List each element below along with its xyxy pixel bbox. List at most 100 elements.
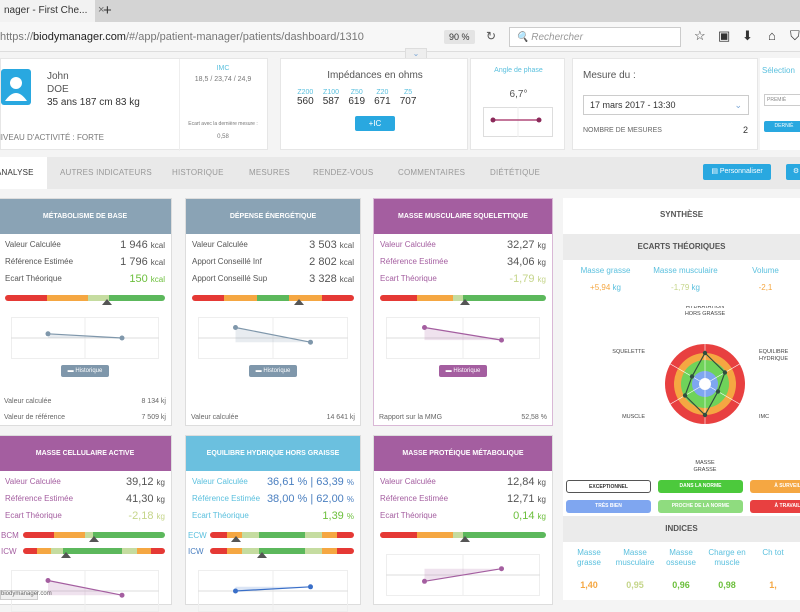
gauge-marker-icon bbox=[459, 299, 470, 305]
ecart-item: Volume -2,1 bbox=[728, 266, 800, 292]
card-title: Masse Musculaire Squelettique bbox=[374, 199, 552, 234]
browser-tab-strip bbox=[0, 0, 800, 22]
url-text[interactable]: https://biodymanager.com/#/app/patient-m… bbox=[0, 31, 364, 43]
footer-value: 8 134 kj bbox=[141, 397, 166, 405]
gauge-row bbox=[0, 291, 171, 305]
card-row: Référence Estimée 34,06 kg bbox=[374, 253, 552, 270]
gauge-bar bbox=[210, 548, 354, 554]
gauge-segment bbox=[305, 548, 323, 554]
row-label: Apport Conseillé Sup bbox=[192, 274, 268, 283]
history-button[interactable]: ▬ Historique bbox=[249, 365, 297, 377]
download-icon[interactable]: ⬇ bbox=[742, 28, 753, 43]
value-unit: kcal bbox=[150, 240, 165, 250]
gauge-segment bbox=[241, 548, 259, 554]
first-measure-input[interactable]: PREMIÈ bbox=[764, 94, 800, 106]
history-point bbox=[499, 566, 504, 572]
tab-rendez-vous[interactable]: RENDEZ-VOUS bbox=[313, 168, 374, 177]
gauge-segment bbox=[88, 295, 109, 301]
ic-button[interactable]: +IC bbox=[355, 116, 395, 131]
radar-axis bbox=[670, 383, 706, 405]
gauge-segment bbox=[462, 532, 546, 538]
last-measure-button[interactable]: DERNIÈ bbox=[764, 121, 800, 132]
mesure-date-select[interactable]: 17 mars 2017 - 13:30 ⌄ bbox=[583, 95, 749, 115]
row-value: 39,12 kg bbox=[126, 476, 165, 488]
gauge-segment bbox=[416, 532, 454, 538]
row-label: Référence Estimée bbox=[5, 257, 74, 266]
ecart-label: Volume bbox=[752, 266, 779, 275]
radar-point bbox=[689, 374, 695, 379]
gauge-label: ECW bbox=[188, 530, 207, 540]
shield-icon[interactable]: ⛉ bbox=[790, 28, 800, 43]
card-row: Valeur Calculée 32,27 kg bbox=[374, 236, 552, 253]
gauge-label: ICW bbox=[188, 546, 204, 556]
close-tab-icon[interactable]: × bbox=[98, 4, 105, 16]
patient-panel: John DOE 35 ans 187 cm 83 kg NIVEAU D'AC… bbox=[0, 58, 268, 151]
impedance-values: Z200 560 Z100 587 Z50 619 Z20 671 Z5 707 bbox=[297, 89, 416, 107]
impedance-item: Z100 587 bbox=[323, 89, 340, 107]
footer-value: 7 509 kj bbox=[141, 413, 166, 421]
new-tab-button[interactable]: + bbox=[103, 2, 112, 19]
impedance-frequency: Z100 bbox=[323, 89, 340, 96]
radar-point bbox=[702, 412, 708, 418]
value-number: -1,79 bbox=[509, 272, 535, 285]
tab-mesures[interactable]: MESURES bbox=[249, 168, 290, 177]
value-unit: kg bbox=[537, 511, 546, 521]
row-label: Référence Estimée bbox=[380, 257, 449, 266]
history-chart bbox=[11, 317, 159, 359]
card-row: Référence Estimée 12,71 kg bbox=[374, 490, 552, 507]
history-button[interactable]: ▬ Historique bbox=[439, 365, 487, 377]
reload-icon[interactable]: ↻ bbox=[486, 29, 497, 43]
value-number: 0,14 bbox=[513, 509, 535, 522]
tab-di-t-tique[interactable]: DIÉTÉTIQUE bbox=[490, 168, 541, 177]
gauge-label: BCM bbox=[1, 530, 19, 540]
phase-point bbox=[490, 117, 496, 123]
settings-button[interactable]: ⚙ bbox=[786, 164, 800, 180]
tab-autres-indicateurs[interactable]: AUTRES INDICATEURS bbox=[60, 168, 152, 177]
index-value: 0,95 bbox=[626, 580, 644, 590]
radar-label: SQUELETTE bbox=[612, 349, 645, 355]
home-icon[interactable]: ⌂ bbox=[768, 28, 776, 43]
clipboard-icon[interactable]: ▣ bbox=[718, 28, 731, 43]
patient-last-name: DOE bbox=[47, 84, 69, 95]
tab-commentaires[interactable]: COMMENTAIRES bbox=[398, 168, 466, 177]
card-rows: Valeur Calculée 36,61 % | 63,39 % Référenc… bbox=[186, 471, 360, 524]
phase-chart bbox=[483, 107, 553, 137]
collapse-header-icon[interactable]: ⌄ bbox=[405, 48, 427, 60]
radar-point bbox=[715, 389, 721, 394]
history-point bbox=[119, 335, 125, 341]
card-title: Dépense Énergétique bbox=[186, 199, 360, 234]
row-label: Valeur Calculée bbox=[5, 240, 61, 249]
address-bar[interactable]: https://biodymanager.com/#/app/patient-m… bbox=[0, 22, 800, 52]
gauge-segment bbox=[256, 295, 290, 301]
gauge-segment bbox=[258, 548, 306, 554]
ecart-value: -1,79 kg bbox=[648, 283, 723, 292]
value-number: 3 503 bbox=[309, 238, 337, 251]
tab-historique[interactable]: HISTORIQUE bbox=[172, 168, 224, 177]
personalize-label: Personnaliser bbox=[719, 168, 763, 175]
gauge-segment bbox=[210, 548, 228, 554]
card-rows: Valeur Calculée 39,12 kg Référence Estimée… bbox=[0, 471, 171, 524]
impedances-title: Impédances en ohms bbox=[327, 70, 423, 81]
row-label: Référence Estimée bbox=[5, 494, 74, 503]
radar-chart: HYDRATATION HORS GRASSE EQUILIBRE HYDRIQUE I… bbox=[612, 306, 788, 473]
history-button[interactable]: ▬ Historique bbox=[61, 365, 109, 377]
value-number: 36,61 % | 63,39 bbox=[266, 475, 344, 488]
bookmark-star-icon[interactable]: ☆ bbox=[694, 28, 706, 43]
index-item: Ch tot 1, bbox=[751, 548, 795, 590]
tab-analyse[interactable]: ANALYSE bbox=[0, 168, 34, 177]
browser-tab[interactable]: nager - First Che... bbox=[0, 0, 95, 22]
search-input[interactable]: 🔍 Rechercher bbox=[509, 27, 681, 47]
row-value: 3 503 kcal bbox=[309, 239, 354, 251]
row-value: 41,30 kg bbox=[126, 493, 165, 505]
zoom-level[interactable]: 90 % bbox=[444, 30, 475, 44]
gauge-row bbox=[374, 528, 552, 542]
card-row: Référence Estimée 38,00 % | 62,00 % bbox=[186, 490, 360, 507]
impedance-item: Z20 671 bbox=[374, 89, 391, 107]
personalize-button[interactable]: ▤ Personnaliser bbox=[703, 164, 771, 180]
legend--travailler: À TRAVAILLER bbox=[750, 500, 800, 513]
ecarts-title: ECARTS THÉORIQUES bbox=[563, 234, 800, 260]
phase-point bbox=[536, 117, 542, 123]
history-point bbox=[422, 578, 427, 584]
gauge-bar bbox=[380, 532, 546, 538]
value-number: 38,00 % | 62,00 bbox=[266, 492, 344, 505]
